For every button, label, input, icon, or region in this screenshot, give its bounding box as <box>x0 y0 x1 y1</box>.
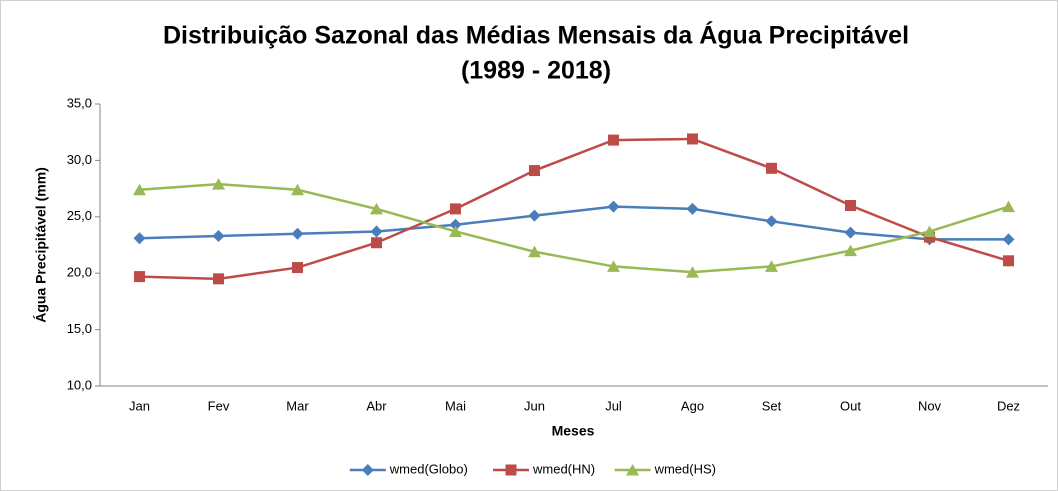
y-axis-title: Água Precipitável (mm) <box>33 167 49 323</box>
marker <box>449 218 462 231</box>
x-tick-label: Fev <box>208 398 230 413</box>
y-tick-label: 10,0 <box>67 377 92 392</box>
marker <box>134 271 145 283</box>
legend-marker <box>626 464 640 476</box>
x-tick-label: Out <box>840 398 861 413</box>
legend-marker <box>505 464 517 476</box>
x-tick-label: Set <box>762 398 782 413</box>
marker <box>291 227 304 240</box>
marker <box>607 260 620 272</box>
marker <box>449 225 462 237</box>
marker <box>370 225 383 238</box>
marker <box>213 273 224 285</box>
marker <box>450 203 461 215</box>
legend-label: wmed(HS) <box>654 461 716 476</box>
marker <box>133 232 146 245</box>
marker <box>607 200 620 213</box>
marker <box>844 226 857 239</box>
x-tick-label: Nov <box>918 398 942 413</box>
marker <box>370 202 383 215</box>
y-tick-label: 20,0 <box>67 265 92 280</box>
y-tick-label: 35,0 <box>67 95 92 110</box>
marker <box>923 225 936 237</box>
series-line <box>139 137 1009 281</box>
marker <box>212 178 225 190</box>
series-line <box>139 182 1009 274</box>
x-tick-label: Jan <box>129 398 150 413</box>
x-tick-label: Ago <box>681 398 704 413</box>
marker <box>212 229 225 242</box>
x-tick-label: Mai <box>445 398 466 413</box>
legend-label: wmed(HN) <box>532 461 595 476</box>
marker <box>1002 233 1015 246</box>
marker <box>766 162 777 174</box>
y-tick-label: 30,0 <box>67 152 92 167</box>
marker <box>924 231 935 243</box>
marker <box>528 209 541 222</box>
x-tick-label: Abr <box>366 398 387 413</box>
marker <box>371 237 382 249</box>
y-tick-label: 15,0 <box>67 321 92 336</box>
marker <box>686 266 699 278</box>
x-tick-label: Dez <box>997 398 1020 413</box>
marker <box>529 165 540 177</box>
marker <box>528 245 541 258</box>
y-tick-label: 25,0 <box>67 208 92 223</box>
marker <box>608 134 619 146</box>
marker <box>1003 255 1014 267</box>
marker <box>292 262 303 274</box>
marker <box>291 183 304 196</box>
x-tick-label: Jun <box>524 398 545 413</box>
marker <box>1002 200 1015 213</box>
x-tick-label: Mar <box>286 398 309 413</box>
x-tick-label: Jul <box>605 398 622 413</box>
marker <box>687 133 698 145</box>
marker <box>844 244 857 257</box>
series-line <box>139 205 1009 241</box>
marker <box>765 260 778 272</box>
marker <box>686 202 699 215</box>
chart-title: (1989 - 2018) <box>461 57 611 85</box>
legend-marker <box>361 464 374 476</box>
marker <box>765 215 778 228</box>
x-axis-title: Meses <box>552 423 595 439</box>
chart-title: Distribuição Sazonal das Médias Mensais … <box>163 21 909 50</box>
marker <box>845 200 856 212</box>
legend-label: wmed(Globo) <box>389 461 468 476</box>
marker <box>133 183 146 196</box>
